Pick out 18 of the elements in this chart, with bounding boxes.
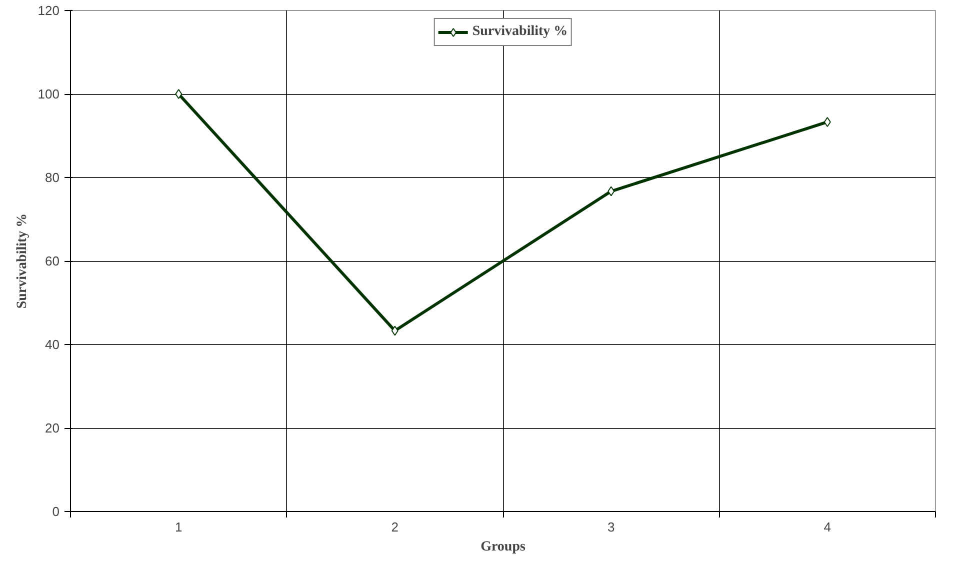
point — [175, 89, 182, 99]
y-tick-label: 120 — [38, 3, 60, 18]
y-axis-title: Survivability % — [14, 213, 30, 309]
y-tick-label: 60 — [45, 254, 60, 268]
x-tick-label: 3 — [608, 520, 615, 534]
point — [608, 186, 615, 196]
legend-label: Survivability % — [472, 24, 568, 40]
y-tick-label: 100 — [38, 86, 60, 102]
point — [391, 326, 398, 336]
y-tick-label: 0 — [52, 504, 60, 519]
point — [824, 116, 831, 127]
x-tick-label: 4 — [824, 520, 831, 534]
x-axis-title: Groups — [480, 540, 526, 554]
x-tick-label: 1 — [175, 520, 182, 534]
x-tick-label: 2 — [391, 520, 398, 534]
y-tick-label: 80 — [45, 170, 60, 185]
y-tick-label: 20 — [45, 420, 60, 436]
y-tick-label: 40 — [45, 337, 60, 352]
